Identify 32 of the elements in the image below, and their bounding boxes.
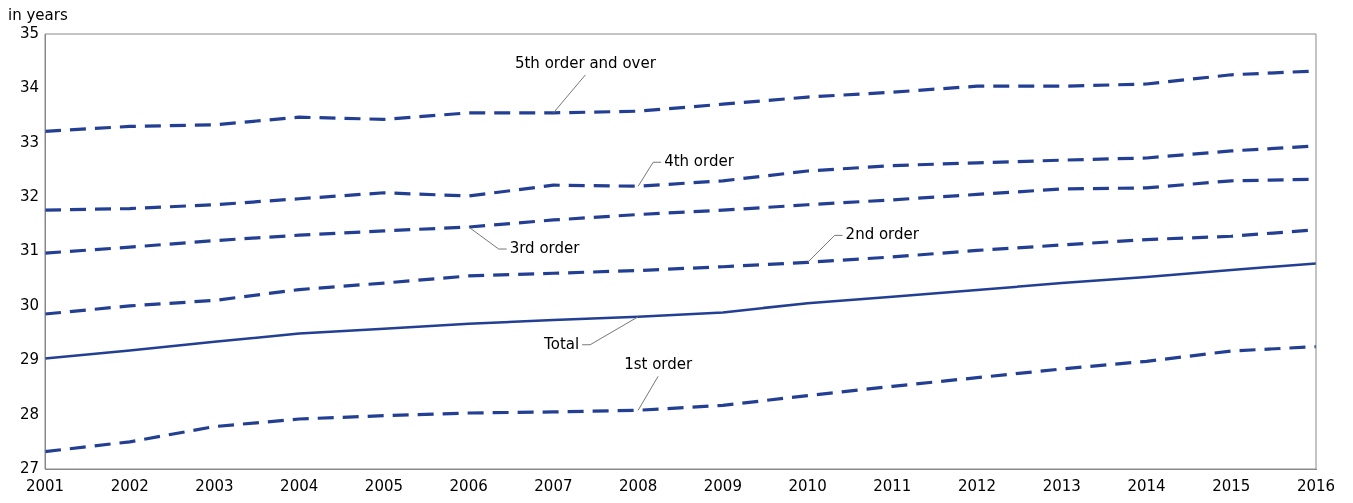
- x-tick-label: 2015: [1212, 476, 1251, 495]
- x-tick-label: 2010: [788, 476, 827, 495]
- y-tick-label: 27: [19, 458, 39, 477]
- x-tick-label: 2005: [364, 476, 404, 495]
- series-label: 2nd order: [845, 225, 920, 244]
- x-tick-label: 2009: [703, 476, 742, 495]
- y-tick-label: 32: [19, 187, 39, 206]
- x-tick-label: 2003: [195, 476, 234, 495]
- series-label: 4th order: [664, 152, 735, 171]
- text: 1st order: [624, 355, 693, 374]
- x-tick-label: 2011: [873, 476, 912, 495]
- x-tick-label: 2014: [1127, 476, 1166, 495]
- series-label: Total: [543, 334, 580, 353]
- x-tick-label: 2001: [25, 476, 65, 495]
- y-tick-label: 28: [19, 404, 39, 423]
- text: 5th order and over: [514, 53, 657, 72]
- y-tick-label: 30: [19, 295, 39, 314]
- x-tick-label: 2013: [1042, 476, 1081, 495]
- y-tick-label: 33: [19, 132, 39, 151]
- x-tick-label: 2004: [280, 476, 319, 495]
- x-tick-label: 2007: [534, 476, 573, 495]
- y-tick-label: 34: [19, 78, 39, 97]
- y-tick-label: 31: [19, 241, 39, 260]
- series-label: 3rd order: [509, 238, 581, 257]
- x-tick-label: 2006: [449, 476, 488, 495]
- x-tick-label: 2002: [110, 476, 149, 495]
- y-tick-label: 35: [19, 23, 39, 42]
- x-tick-label: 2008: [619, 476, 658, 495]
- y-tick-label: 29: [19, 350, 39, 369]
- x-tick-label: 2016: [1296, 476, 1336, 495]
- y-axis-title: in years: [8, 6, 68, 25]
- x-tick-label: 2012: [957, 476, 997, 495]
